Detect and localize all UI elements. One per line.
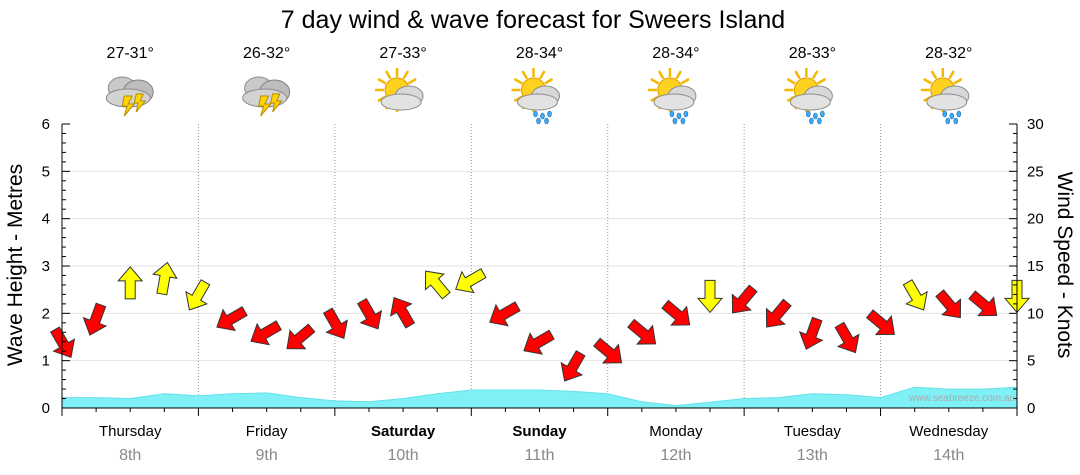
temperature-label: 27-33° (379, 45, 426, 62)
thunderstorm-icon (105, 76, 154, 117)
day-date-label: 8th (119, 447, 141, 464)
left-tick-label: 6 (42, 116, 50, 133)
right-tick-label: 15 (1027, 258, 1044, 275)
sun-showers-icon (511, 68, 560, 125)
wind-arrow (865, 309, 895, 336)
wind-arrow (523, 329, 555, 355)
left-axis-label: Wave Height - Metres (4, 164, 27, 366)
wave-height-area (61, 380, 1018, 409)
sun-showers-icon (784, 68, 833, 125)
wind-arrow (322, 307, 348, 340)
wind-arrow (455, 268, 487, 294)
plot-axes: 0 1 2 3 4 5 6 0 5 10 15 20 25 30 (42, 116, 1044, 417)
right-axis-label: Wind Speed - Knots (1053, 172, 1076, 359)
right-tick-label: 30 (1027, 116, 1044, 133)
wind-arrow (185, 279, 211, 311)
wave-area (61, 380, 1018, 409)
wind-arrows (49, 261, 1031, 382)
wind-arrow (593, 337, 623, 364)
day-name-label: Thursday (99, 423, 162, 440)
day-date-label: 9th (256, 447, 278, 464)
sun-showers-icon (647, 68, 697, 125)
temperature-label: 28-34° (516, 45, 563, 62)
wind-arrow (424, 270, 451, 300)
day-name-label: Saturday (371, 423, 436, 440)
day-labels: Thursday 8th Friday 9th Saturday 10th Sunday 11… (99, 423, 989, 464)
day-date-label: 14th (933, 447, 964, 464)
right-tick-label: 25 (1027, 163, 1044, 180)
left-tick-label: 5 (42, 163, 50, 180)
left-tick-label: 0 (42, 400, 50, 417)
left-tick-label: 3 (42, 258, 50, 275)
wind-arrow (902, 279, 928, 311)
wind-arrow (968, 290, 998, 317)
wind-arrow (117, 266, 144, 300)
day-name-label: Sunday (512, 423, 567, 440)
temperature-label: 28-34° (652, 45, 699, 62)
wind-arrow (49, 326, 76, 358)
temperature-label: 26-32° (243, 45, 290, 62)
chart-title: 7 day wind & wave forecast for Sweers Is… (281, 6, 785, 34)
wind-arrow (765, 298, 792, 328)
wind-arrow (250, 320, 282, 346)
wind-arrow (390, 297, 416, 329)
wind-arrow (356, 297, 383, 330)
right-tick-label: 20 (1027, 211, 1044, 228)
wind-arrow (935, 289, 962, 319)
wind-arrow (627, 318, 657, 345)
sun-showers-icon (920, 68, 970, 125)
day-date-label: 12th (660, 447, 691, 464)
day-name-label: Monday (649, 423, 703, 440)
day-name-label: Wednesday (909, 423, 988, 440)
wind-arrow (216, 306, 248, 332)
day-name-label: Friday (246, 423, 288, 440)
temperature-row: 27-31° 26-32° 27-33° 28-34° 28-34° 28-33° 28-3… (107, 45, 973, 62)
right-tick-label: 10 (1027, 305, 1044, 322)
wind-arrow (834, 321, 860, 354)
plot-grid (62, 124, 1017, 408)
wind-arrow (82, 302, 108, 336)
watermark-text: www.seabreeze.com.au (908, 393, 1015, 404)
wind-arrow (560, 350, 586, 382)
day-date-label: 13th (797, 447, 828, 464)
left-tick-label: 2 (42, 305, 50, 322)
day-date-label: 10th (388, 447, 419, 464)
wind-arrow (661, 299, 691, 326)
wind-arrow (696, 279, 724, 314)
wind-arrow (152, 261, 178, 296)
partly-cloudy-icon (375, 68, 424, 112)
right-tick-label: 0 (1027, 400, 1035, 417)
day-name-label: Tuesday (784, 423, 841, 440)
wind-arrow (489, 301, 521, 327)
weather-icon-row (105, 68, 970, 125)
day-date-label: 11th (525, 447, 555, 464)
temperature-label: 28-32° (925, 45, 972, 62)
right-tick-label: 5 (1027, 353, 1035, 370)
thunderstorm-icon (242, 76, 291, 117)
wind-arrow (731, 284, 758, 314)
wind-arrow (798, 316, 824, 350)
left-tick-label: 1 (42, 353, 50, 370)
left-tick-label: 4 (42, 211, 50, 228)
temperature-label: 27-31° (107, 45, 154, 62)
temperature-label: 28-33° (789, 45, 836, 62)
wind-arrow (286, 323, 316, 350)
